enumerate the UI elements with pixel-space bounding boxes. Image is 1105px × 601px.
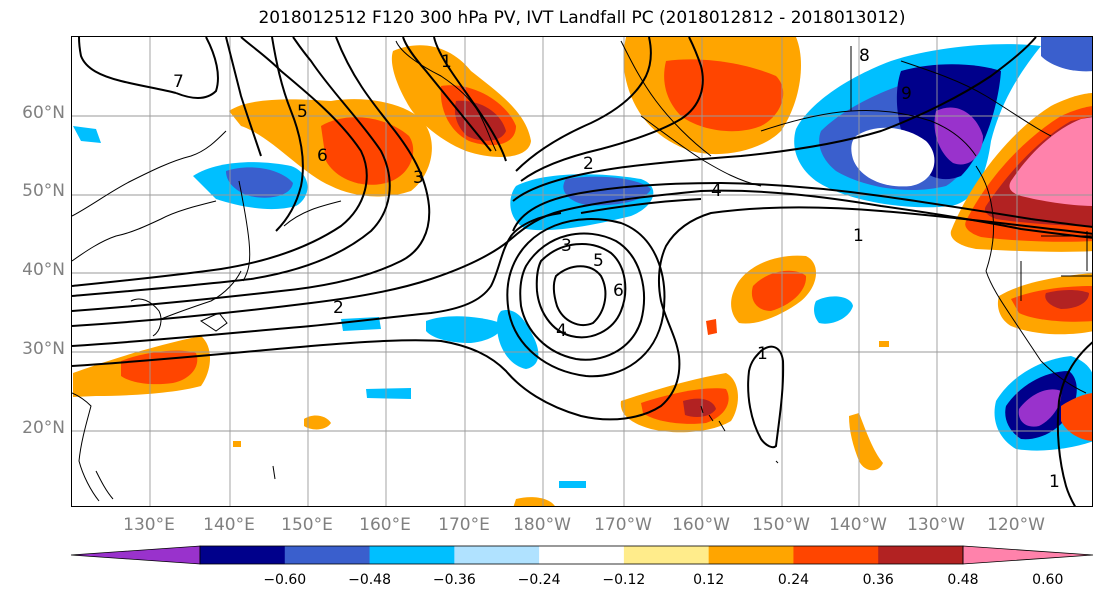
contour-label: 4: [711, 181, 722, 201]
colorbar-tick-label: 0.24: [777, 572, 810, 588]
contour-label: 1: [1049, 472, 1060, 492]
lon-label-160w: 160°W: [672, 515, 730, 535]
contour-label: 2: [333, 298, 344, 318]
graticule: [72, 37, 1092, 506]
map-canvas: 7 5 6 3 2 4 1 8 9 3 5 6 4 1 2 1 1: [72, 37, 1092, 506]
colorbar-cell: [200, 546, 286, 564]
lat-label-30n: 30°N: [22, 339, 65, 359]
colorbar-svg: [70, 545, 1094, 565]
contour-label: 2: [583, 154, 594, 174]
shade-positive-tiny-1: [706, 319, 717, 335]
shade-positive-south-2: [513, 497, 555, 506]
colorbar-tick-label: 0.12: [693, 572, 725, 588]
colorbar-cell: [793, 546, 879, 564]
colorbar-tick-label: −0.36: [432, 572, 476, 588]
colorbar-cell: [623, 546, 710, 564]
contour-label: 5: [593, 251, 604, 271]
coastlines: [72, 40, 1092, 502]
contour-label: 9: [901, 84, 912, 104]
colorbar-tick-label: 0.36: [862, 572, 894, 588]
shade-positive-japan-sea-core: [321, 117, 414, 185]
shade-negative-sw-4: [366, 388, 411, 399]
contour-label: 8: [859, 46, 870, 66]
lon-label-170w: 170°W: [594, 515, 652, 535]
shade-negative-sw-2: [497, 310, 539, 369]
shade-positive-pnw-extreme: [1009, 117, 1092, 206]
lon-label-170e: 170°E: [438, 515, 490, 535]
contour-label: 3: [413, 168, 424, 188]
pv-contours: [72, 37, 1092, 506]
colorbar: [70, 545, 1095, 569]
contour-labels: 7 5 6 3 2 4 1 8 9 3 5 6 4 1 2 1 1: [173, 46, 1060, 492]
lon-label-130w: 130°W: [907, 515, 965, 535]
shade-positive-bering-core: [664, 59, 784, 132]
colorbar-tick-label: 0.48: [947, 572, 979, 588]
colorbar-frame: [199, 545, 964, 565]
colorbar-tick-label: −0.24: [517, 572, 561, 588]
colorbar-cell: [454, 546, 540, 564]
shade-positive-tiny-2: [879, 341, 889, 347]
colorbar-cell: [284, 546, 371, 564]
colorbar-tick-label: −0.12: [602, 572, 646, 588]
lat-label-40n: 40°N: [22, 260, 65, 280]
lon-label-140w: 140°W: [829, 515, 887, 535]
shade-positive-okhotsk-deep: [454, 100, 506, 141]
contour-label: 3: [561, 236, 572, 256]
shade-negative-tiny-west: [73, 126, 101, 143]
colorbar-cell: [708, 546, 794, 564]
shade-positive-midpac-core: [751, 270, 807, 311]
lon-label-150e: 150°E: [281, 515, 333, 535]
contour-label: 4: [556, 321, 567, 341]
contour-label: 5: [297, 102, 308, 122]
lon-label-130e: 130°E: [123, 515, 175, 535]
shade-negative-japan-core: [226, 167, 293, 198]
shade-clear-goa-eye: [851, 127, 935, 187]
shade-positive-tiny-3: [304, 415, 331, 430]
shade-negative-se-extreme: [1018, 389, 1062, 427]
colorbar-tick-label: −0.60: [263, 572, 307, 588]
shade-positive-south-1: [849, 413, 883, 471]
shading-layer: [73, 37, 1092, 506]
lon-label-120w: 120°W: [987, 515, 1045, 535]
colorbar-cell: [369, 546, 455, 564]
lon-label-140e: 140°E: [203, 515, 255, 535]
contour-label: 6: [317, 146, 328, 166]
shade-positive-se-corner: [1061, 393, 1092, 441]
colorbar-cell: [539, 546, 625, 564]
shade-positive-hawaii-deep: [683, 398, 716, 417]
shade-positive-subtrop-west-core: [121, 350, 198, 385]
lat-label-20n: 20°N: [22, 418, 65, 438]
colorbar-tick-label: −0.48: [348, 572, 391, 588]
contour-label: 6: [613, 281, 624, 301]
shade-negative-sw-1: [426, 316, 502, 343]
lon-label-160e: 160°E: [359, 515, 411, 535]
lat-label-60n: 60°N: [22, 103, 65, 123]
shade-positive-california-deep: [1045, 290, 1089, 309]
lat-label-50n: 50°N: [22, 181, 65, 201]
shade-negative-south: [559, 481, 586, 488]
colorbar-cell: [878, 546, 964, 564]
shade-negative-midpac-small: [814, 296, 853, 324]
contour-label: 1: [441, 52, 452, 72]
contour-label: 7: [173, 72, 184, 92]
colorbar-extend-max: [962, 545, 1094, 565]
shade-negative-goa-extreme: [934, 107, 983, 165]
colorbar-tick-label: 0.60: [1032, 572, 1064, 588]
lon-label-150w: 150°W: [752, 515, 810, 535]
shade-positive-tiny-4: [233, 441, 241, 447]
figure-title: 2018012512 F120 300 hPa PV, IVT Landfall…: [258, 8, 906, 28]
shade-negative-nw-canada: [1041, 37, 1092, 72]
lon-label-180w: 180°W: [513, 515, 571, 535]
contour-label: 1: [757, 344, 768, 364]
map-panel: 7 5 6 3 2 4 1 8 9 3 5 6 4 1 2 1 1: [71, 36, 1093, 507]
contour-label: 1: [853, 226, 864, 246]
colorbar-extend-min: [70, 545, 201, 565]
